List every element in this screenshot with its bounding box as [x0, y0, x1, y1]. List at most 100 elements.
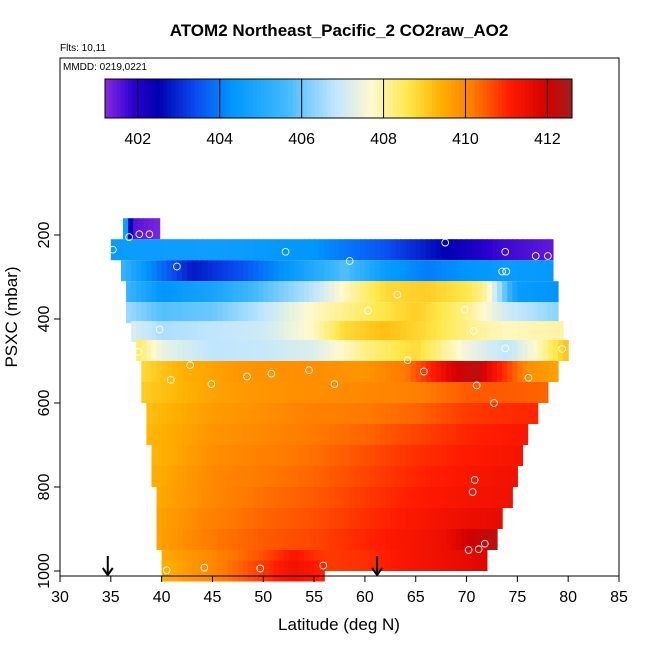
heatmap-cell — [212, 321, 219, 343]
heatmap-cell — [349, 340, 356, 361]
heatmap-cell — [227, 487, 234, 508]
observation-point — [162, 566, 171, 575]
heatmap-cell — [446, 239, 452, 261]
heatmap-cell — [309, 321, 315, 343]
heatmap-cell — [436, 550, 442, 571]
heatmap-cell — [547, 302, 554, 324]
heatmap-cell — [415, 508, 422, 529]
heatmap-cell — [547, 239, 554, 261]
colorbar-segment — [241, 79, 246, 118]
heatmap-cell — [319, 361, 325, 382]
heatmap-cell — [359, 445, 366, 466]
heatmap-cell — [197, 239, 203, 261]
heatmap-cell — [166, 508, 173, 529]
heatmap-cell — [156, 487, 163, 508]
heatmap-cell — [143, 218, 150, 240]
heatmap-cell — [364, 382, 371, 403]
heatmap-cell — [446, 340, 452, 361]
colorbar-segment — [322, 79, 328, 118]
colorbar-segment — [470, 79, 476, 118]
heatmap-cell — [359, 508, 366, 529]
heatmap-cell — [141, 302, 147, 324]
heatmap-cell — [176, 560, 183, 582]
heatmap-cell — [385, 302, 391, 324]
heatmap-cell — [410, 361, 417, 382]
heatmap-cell — [471, 281, 478, 303]
heatmap-cell — [461, 281, 468, 303]
heatmap-cell — [517, 302, 524, 324]
heatmap-cell — [309, 508, 315, 529]
heatmap-cell — [451, 466, 457, 487]
heatmap-cell — [476, 281, 483, 303]
heatmap-cell — [171, 487, 178, 508]
heatmap-cell — [359, 340, 366, 361]
heatmap-cell — [461, 487, 468, 508]
heatmap-cell — [410, 508, 417, 529]
heatmap-cell — [359, 302, 366, 324]
heatmap-cell — [390, 260, 396, 282]
heatmap-cell — [156, 403, 163, 424]
heatmap-cell — [298, 382, 305, 403]
heatmap-cell — [212, 382, 219, 403]
heatmap-cell — [451, 382, 457, 403]
heatmap-cell — [461, 403, 468, 424]
heatmap-cell — [364, 340, 371, 361]
heatmap-cell — [466, 424, 473, 445]
heatmap-cell — [309, 445, 315, 466]
heatmap-cell — [237, 445, 244, 466]
heatmap-cell — [303, 302, 310, 324]
heatmap-cell — [461, 260, 468, 282]
heatmap-cell — [502, 281, 508, 303]
heatmap-cell — [268, 260, 275, 282]
heatmap-cell — [497, 260, 503, 282]
heatmap-cell — [420, 321, 427, 343]
heatmap-cell — [507, 403, 513, 424]
heatmap-cell — [212, 445, 219, 466]
heatmap-cell — [151, 403, 158, 424]
heatmap-cell — [217, 321, 224, 343]
heatmap-cell — [181, 281, 188, 303]
colorbar-segment — [474, 79, 480, 118]
heatmap-cell — [481, 260, 488, 282]
heatmap-cell — [146, 260, 153, 282]
heatmap-cell — [217, 382, 224, 403]
heatmap-cell — [273, 321, 280, 343]
heatmap-cell — [476, 487, 483, 508]
heatmap-cell — [334, 340, 341, 361]
colorbar-segment — [182, 79, 188, 118]
heatmap-cell — [517, 445, 524, 466]
heatmap-cell — [309, 487, 315, 508]
heatmap-cell — [258, 445, 264, 466]
heatmap-cell — [425, 529, 432, 550]
heatmap-cell — [410, 550, 417, 571]
heatmap-cell — [207, 560, 214, 582]
heatmap-cell — [476, 382, 483, 403]
heatmap-cell — [268, 466, 275, 487]
heatmap-cell — [202, 302, 208, 324]
heatmap-cell — [446, 302, 452, 324]
heatmap-cell — [385, 487, 391, 508]
heatmap-cell — [212, 340, 219, 361]
heatmap-cell — [298, 560, 305, 582]
heatmap-cell — [217, 560, 224, 582]
heatmap-cell — [268, 321, 275, 343]
heatmap-cell — [156, 340, 163, 361]
heatmap-cell — [395, 382, 402, 403]
heatmap-cell — [314, 466, 320, 487]
heatmap-cell — [197, 361, 203, 382]
heatmap-cell — [466, 550, 473, 571]
colorbar-segment — [365, 79, 371, 118]
heatmap-cell — [425, 487, 432, 508]
heatmap-cell — [486, 424, 493, 445]
heatmap-cell — [456, 403, 463, 424]
heatmap-cell — [197, 403, 203, 424]
heatmap-cell — [547, 361, 554, 382]
colorbar-segment — [428, 79, 433, 118]
heatmap-cell — [288, 466, 295, 487]
heatmap-cell — [436, 361, 442, 382]
heatmap-cell — [481, 340, 488, 361]
heatmap-cell — [395, 239, 402, 261]
heatmap-cell — [339, 321, 346, 343]
heatmap-cell — [187, 302, 193, 324]
observation-points — [109, 230, 566, 575]
